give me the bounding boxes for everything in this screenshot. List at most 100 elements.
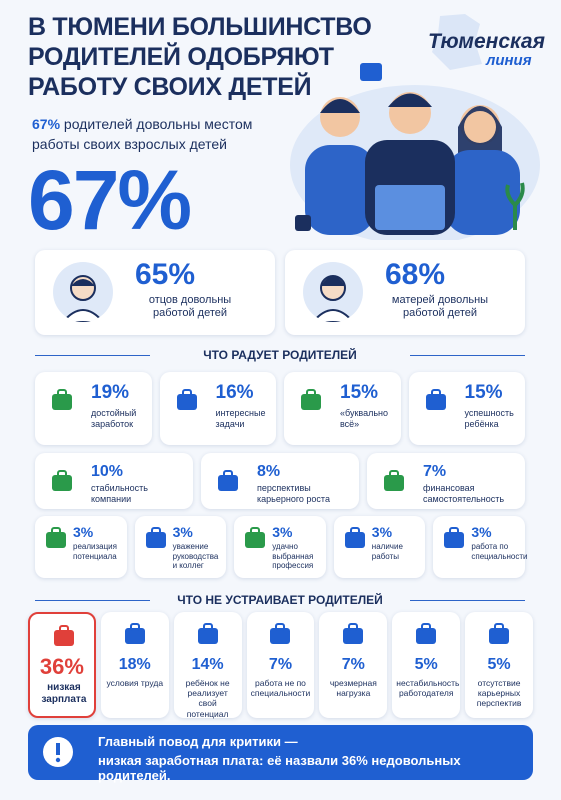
logo-top: Тюменская <box>428 30 545 53</box>
joy-card: 7% финансовая самостоятельность <box>367 453 525 509</box>
logo: Тюменская линия <box>420 12 550 74</box>
icon-shape <box>489 623 510 644</box>
section-title: ЧТО РАДУЕТ РОДИТЕЛЕЙ <box>35 348 525 362</box>
joy-label: уважение руководства и коллег <box>172 542 219 571</box>
complaint-value: 7% <box>341 656 365 673</box>
complaint-value: 18% <box>118 656 151 673</box>
icon <box>441 526 467 557</box>
subtitle-highlight: 67% <box>32 116 61 132</box>
icon-shape <box>444 527 465 548</box>
title-line: РОДИТЕЛЕЙ ОДОБРЯЮТ <box>28 43 334 71</box>
joy-value: 10% <box>91 463 124 480</box>
icon-shape <box>197 623 218 644</box>
complaint-label: условия труда <box>106 678 164 688</box>
joy-value: 16% <box>215 382 254 403</box>
joy-value: 19% <box>91 382 130 403</box>
icon-shape <box>145 527 166 548</box>
icon <box>49 469 75 500</box>
joy-value: 8% <box>257 463 281 480</box>
complaint-card: 18% условия труда <box>100 612 169 718</box>
joy-card: 3% уважение руководства и коллег <box>134 516 227 578</box>
icon-shape <box>245 527 266 548</box>
complaint-card: 5% нестабильность работодателя <box>392 612 461 718</box>
joy-label: реализация потенциала <box>73 542 117 561</box>
icon <box>423 388 449 419</box>
footer-line: низкая заработная плата: её назвали 36% … <box>98 753 461 783</box>
icon <box>195 622 221 653</box>
joy-card: 3% работа по специальности <box>433 516 528 578</box>
icon-shape <box>425 389 446 410</box>
joy-card: 16% интересные задачи <box>159 372 276 445</box>
joy-card: 15% «буквально всё» <box>284 372 401 445</box>
joy-card: 3% наличие работы <box>333 516 426 578</box>
complaint-value: 36% <box>39 654 84 679</box>
complaint-card: 5% отсутствие карьерных перспектив <box>465 612 533 718</box>
joy-label: стабильность компании <box>91 483 148 504</box>
joy-value: 15% <box>340 382 379 403</box>
icon <box>43 526 69 557</box>
footer-line: Главный повод для критики — <box>98 734 298 749</box>
joy-label: интересные задачи <box>215 408 266 429</box>
icon <box>51 624 77 655</box>
joy-card: 8% перспективы карьерного роста <box>201 453 359 509</box>
icon-shape <box>53 625 74 646</box>
complaint-label: работа не по специальности <box>250 678 311 699</box>
complaint-label: чрезмерная нагрузка <box>329 678 377 699</box>
icon-shape <box>124 623 145 644</box>
illustration <box>290 63 540 240</box>
joy-card: 19% достойный заработок <box>35 372 152 445</box>
icon-shape <box>344 527 365 548</box>
joy-label: работа по специальности <box>471 542 528 561</box>
complaint-value: 5% <box>487 656 511 673</box>
icon-shape <box>343 623 364 644</box>
joy-label: «буквально всё» <box>340 408 389 429</box>
title-line: В ТЮМЕНИ БОЛЬШИНСТВО <box>28 13 372 41</box>
title-line: РАБОТУ СВОИХ ДЕТЕЙ <box>28 73 312 101</box>
avatar <box>53 262 113 322</box>
parent-card: 68% матерей довольны работой детей <box>285 250 525 335</box>
complaint-label: ребёнок не реализует свой потенциал <box>185 678 230 719</box>
title: В ТЮМЕНИ БОЛЬШИНСТВО РОДИТЕЛЕЙ ОДОБРЯЮТ РА… <box>28 12 372 102</box>
joy-value: 15% <box>464 382 503 403</box>
icon <box>143 526 169 557</box>
complaint-label: отсутствие карьерных перспектив <box>476 678 522 709</box>
footer-banner: Главный повод для критики — низкая зараб… <box>28 725 533 783</box>
complaint-label: низкая зарплата <box>41 682 87 705</box>
icon <box>340 622 366 653</box>
icon-shape <box>218 470 238 491</box>
alert-icon <box>43 737 73 767</box>
joy-label: достойный заработок <box>91 408 137 429</box>
icon <box>174 388 200 419</box>
joy-label: перспективы карьерного роста <box>257 483 330 504</box>
section-title: ЧТО НЕ УСТРАИВАЕТ РОДИТЕЛЕЙ <box>35 593 525 607</box>
icon-shape <box>52 389 72 410</box>
parent-card: 65% отцов довольны работой детей <box>35 250 275 335</box>
joy-card: 10% стабильность компании <box>35 453 193 509</box>
joy-card: 3% удачно выбранная профессия <box>234 516 326 578</box>
parent-value: 65% <box>135 258 196 291</box>
complaint-card: 7% работа не по специальности <box>246 612 315 718</box>
subtitle: 67% родителей довольны местом работы сво… <box>32 114 272 154</box>
parent-label: матерей довольны работой детей <box>391 294 489 320</box>
joy-label: удачно выбранная профессия <box>272 542 314 571</box>
joy-value: 3% <box>371 524 393 540</box>
icon-shape <box>384 470 404 491</box>
icon-shape <box>46 527 66 548</box>
complaint-label: нестабильность работодателя <box>396 678 460 699</box>
complaint-card: 36% низкая зарплата <box>28 612 96 718</box>
parent-label: отцов довольны работой детей <box>148 294 232 320</box>
big-number: 67% <box>28 153 192 247</box>
complaint-card: 7% чрезмерная нагрузка <box>319 612 388 718</box>
joy-card: 3% реализация потенциала <box>35 516 127 578</box>
joy-value: 3% <box>73 524 94 540</box>
complaint-value: 14% <box>191 656 224 673</box>
joy-card: 15% успешность ребёнка <box>408 372 525 445</box>
icon-shape <box>270 623 291 644</box>
complaint-value: 5% <box>414 656 438 673</box>
icon <box>298 388 324 419</box>
icon <box>413 622 439 653</box>
joy-value: 3% <box>272 524 293 540</box>
icon <box>381 469 407 500</box>
logo-shape <box>432 14 482 70</box>
